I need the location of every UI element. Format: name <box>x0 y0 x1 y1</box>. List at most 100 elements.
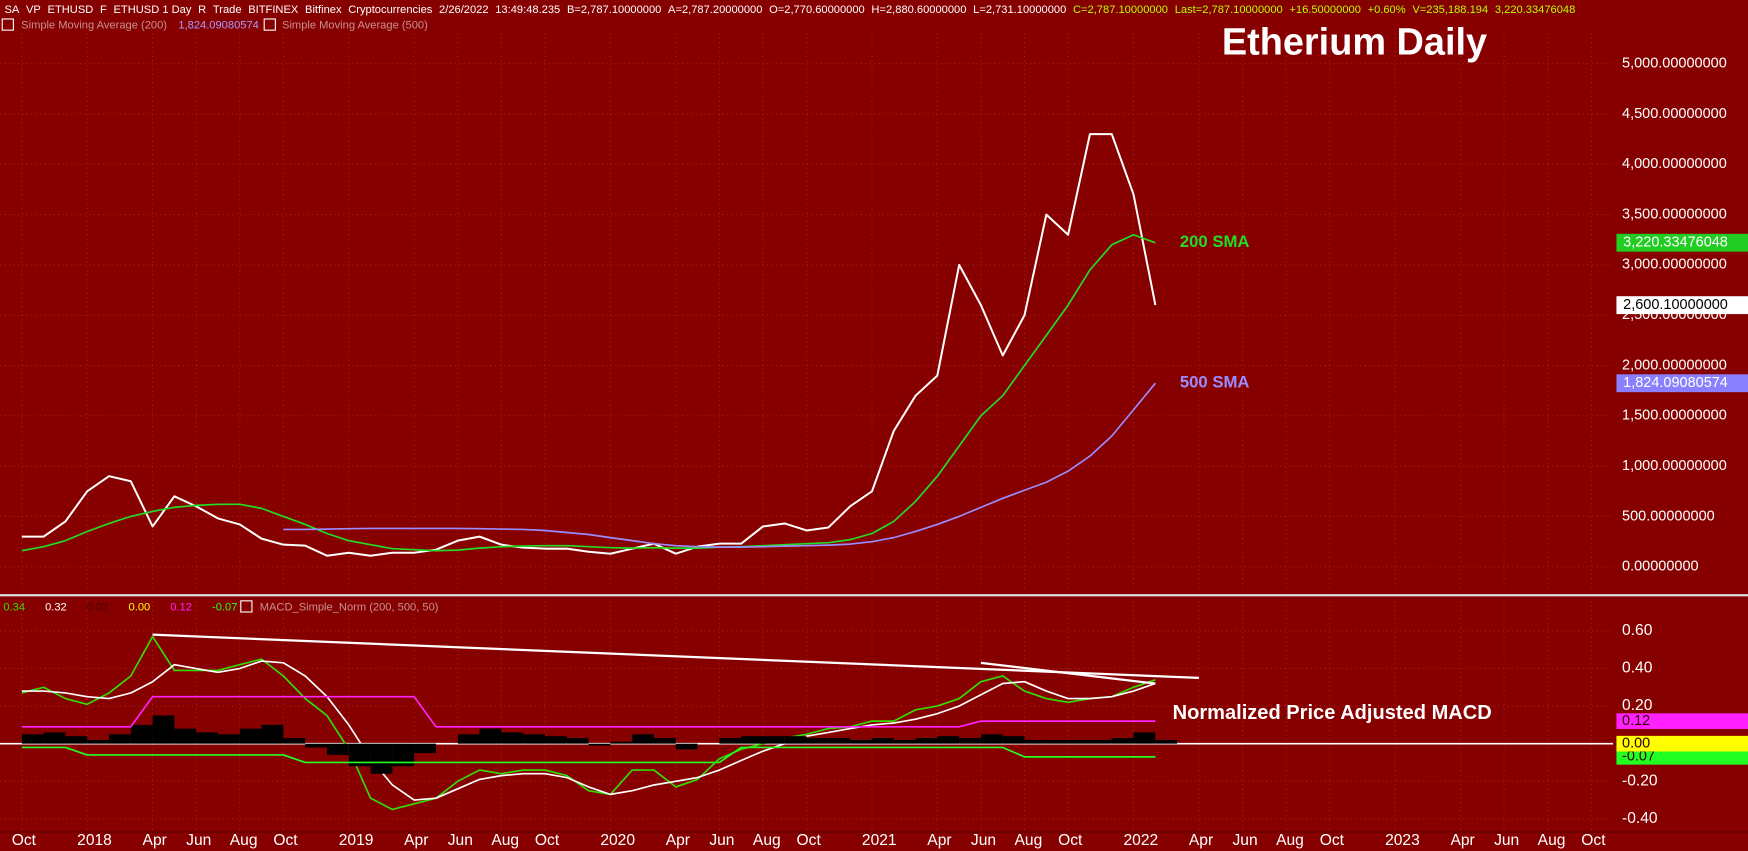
legend-value: 0.00 <box>129 601 151 613</box>
x-tick-label: Jun <box>186 832 211 849</box>
y-tick-label: -0.40 <box>1622 810 1658 827</box>
toolbar-item: BITFINEX <box>248 4 299 16</box>
annotation: Normalized Price Adjusted MACD <box>1173 702 1492 724</box>
x-tick-label: Oct <box>535 832 560 849</box>
histogram-bar <box>1002 736 1025 744</box>
toolbar[interactable]: SA VP ETHUSD F ETHUSD 1 Day R Trade BITFINEX Bit… <box>4 4 1575 16</box>
histogram-bar <box>566 738 589 744</box>
x-tick-label: Apr <box>927 832 951 849</box>
histogram-bar <box>305 743 327 748</box>
x-tick-label: Jun <box>709 832 734 849</box>
y-tick-label: 0.00000000 <box>1622 559 1699 575</box>
x-tick-label: Apr <box>666 832 690 849</box>
histogram-bar <box>1024 739 1047 744</box>
y-tick-label: 5,000.00000000 <box>1622 56 1727 72</box>
chart-title: Etherium Daily <box>1222 22 1487 64</box>
toolbar-item: F <box>100 4 107 16</box>
x-tick-label: 2019 <box>339 832 374 849</box>
histogram-bar <box>1046 739 1069 744</box>
histogram-bar <box>1111 738 1134 744</box>
toolbar-item: ETHUSD 1 Day <box>114 4 192 16</box>
value-box <box>1616 713 1748 729</box>
histogram-bar <box>828 738 851 744</box>
x-tick-label: Jun <box>1232 832 1257 849</box>
x-tick-label: Aug <box>1276 832 1304 849</box>
histogram-bar <box>1089 739 1112 744</box>
histogram-bar <box>261 724 284 744</box>
y-tick-label: 4,500.00000000 <box>1622 106 1727 122</box>
x-tick-label: Apr <box>1189 832 1213 849</box>
histogram-bar <box>21 734 44 744</box>
histogram-bar <box>87 739 109 744</box>
value-box-label: 3,220.33476048 <box>1623 235 1728 251</box>
close-box[interactable] <box>263 18 276 31</box>
histogram-bar <box>1068 739 1090 744</box>
toolbar-item: R <box>198 4 206 16</box>
toolbar-item: B=2,787.10000000 <box>567 4 661 16</box>
value-box-label: -0.07 <box>1622 749 1655 765</box>
histogram-bar <box>544 736 567 744</box>
histogram-bar <box>414 743 436 754</box>
toolbar-item: Cryptocurrencies <box>348 4 433 16</box>
histogram-bar <box>130 724 153 744</box>
toolbar-item: O=2,770.60000000 <box>769 4 865 16</box>
value-box <box>1616 374 1748 393</box>
x-tick-label: Oct <box>1058 832 1083 849</box>
x-tick-label: 2018 <box>77 832 112 849</box>
histogram-bar <box>152 715 175 744</box>
x-tick-label: Oct <box>273 832 298 849</box>
trendline <box>152 633 1199 680</box>
close-box[interactable] <box>1 18 14 31</box>
indicator-label: Simple Moving Average (500) <box>282 20 428 32</box>
value-box-label: 1,824.09080574 <box>1623 375 1728 391</box>
legend-value: 0.12 <box>170 601 192 613</box>
x-tick-label: Apr <box>1450 832 1474 849</box>
toolbar-item: H=2,880.60000000 <box>871 4 966 16</box>
x-tick-label: Apr <box>143 832 167 849</box>
series-line <box>283 382 1157 548</box>
toolbar-item: A=2,787.20000000 <box>668 4 762 16</box>
histogram-bar <box>392 743 415 767</box>
histogram-bar <box>850 739 872 744</box>
y-tick-label: 500.00000000 <box>1622 508 1715 524</box>
histogram-bar <box>719 738 742 744</box>
histogram-bar <box>915 738 938 744</box>
histogram-bar <box>784 736 807 744</box>
panel-legend: 0.34 0.32 0.02 0.00 0.12 -0.07 <box>3 601 237 613</box>
x-tick-label: Jun <box>1494 832 1519 849</box>
toolbar-item: Trade <box>213 4 242 16</box>
value-box-label: 0.00 <box>1622 735 1650 751</box>
y-tick-label: 1,000.00000000 <box>1622 458 1727 474</box>
x-tick-label: Aug <box>491 832 519 849</box>
indicator-value: 1,824.09080574 <box>178 20 258 32</box>
x-tick-label: Oct <box>1581 832 1606 849</box>
quote-item: V=235,188.194 <box>1412 4 1488 16</box>
x-tick-label: Aug <box>1015 832 1043 849</box>
series-line <box>21 746 1156 764</box>
histogram-bar <box>893 739 916 744</box>
series-label: 200 SMA <box>1180 232 1250 251</box>
histogram-bar <box>174 728 197 744</box>
x-tick-label: Apr <box>404 832 428 849</box>
histogram-bar <box>806 738 829 744</box>
y-tick-label: 4,000.00000000 <box>1622 156 1727 172</box>
panel-title: MACD_Simple_Norm (200, 500, 50) <box>260 601 439 613</box>
histogram-bar <box>653 738 676 744</box>
histogram-bar <box>937 736 960 744</box>
series-line <box>21 695 1156 728</box>
histogram-bar <box>762 736 785 744</box>
close-box[interactable] <box>240 600 253 613</box>
histogram-bar <box>283 738 306 744</box>
x-tick-label: Oct <box>1320 832 1345 849</box>
histogram-bar <box>457 734 480 744</box>
toolbar-item: Bitfinex <box>305 4 342 16</box>
x-tick-label: 2021 <box>862 832 897 849</box>
histogram-bar <box>239 728 262 744</box>
indicator-label: Simple Moving Average (200) <box>21 20 167 32</box>
x-tick-label: Aug <box>753 832 781 849</box>
histogram-bar <box>479 728 502 744</box>
toolbar-item: 13:49:48.235 <box>495 4 560 16</box>
histogram-bar <box>217 734 240 744</box>
